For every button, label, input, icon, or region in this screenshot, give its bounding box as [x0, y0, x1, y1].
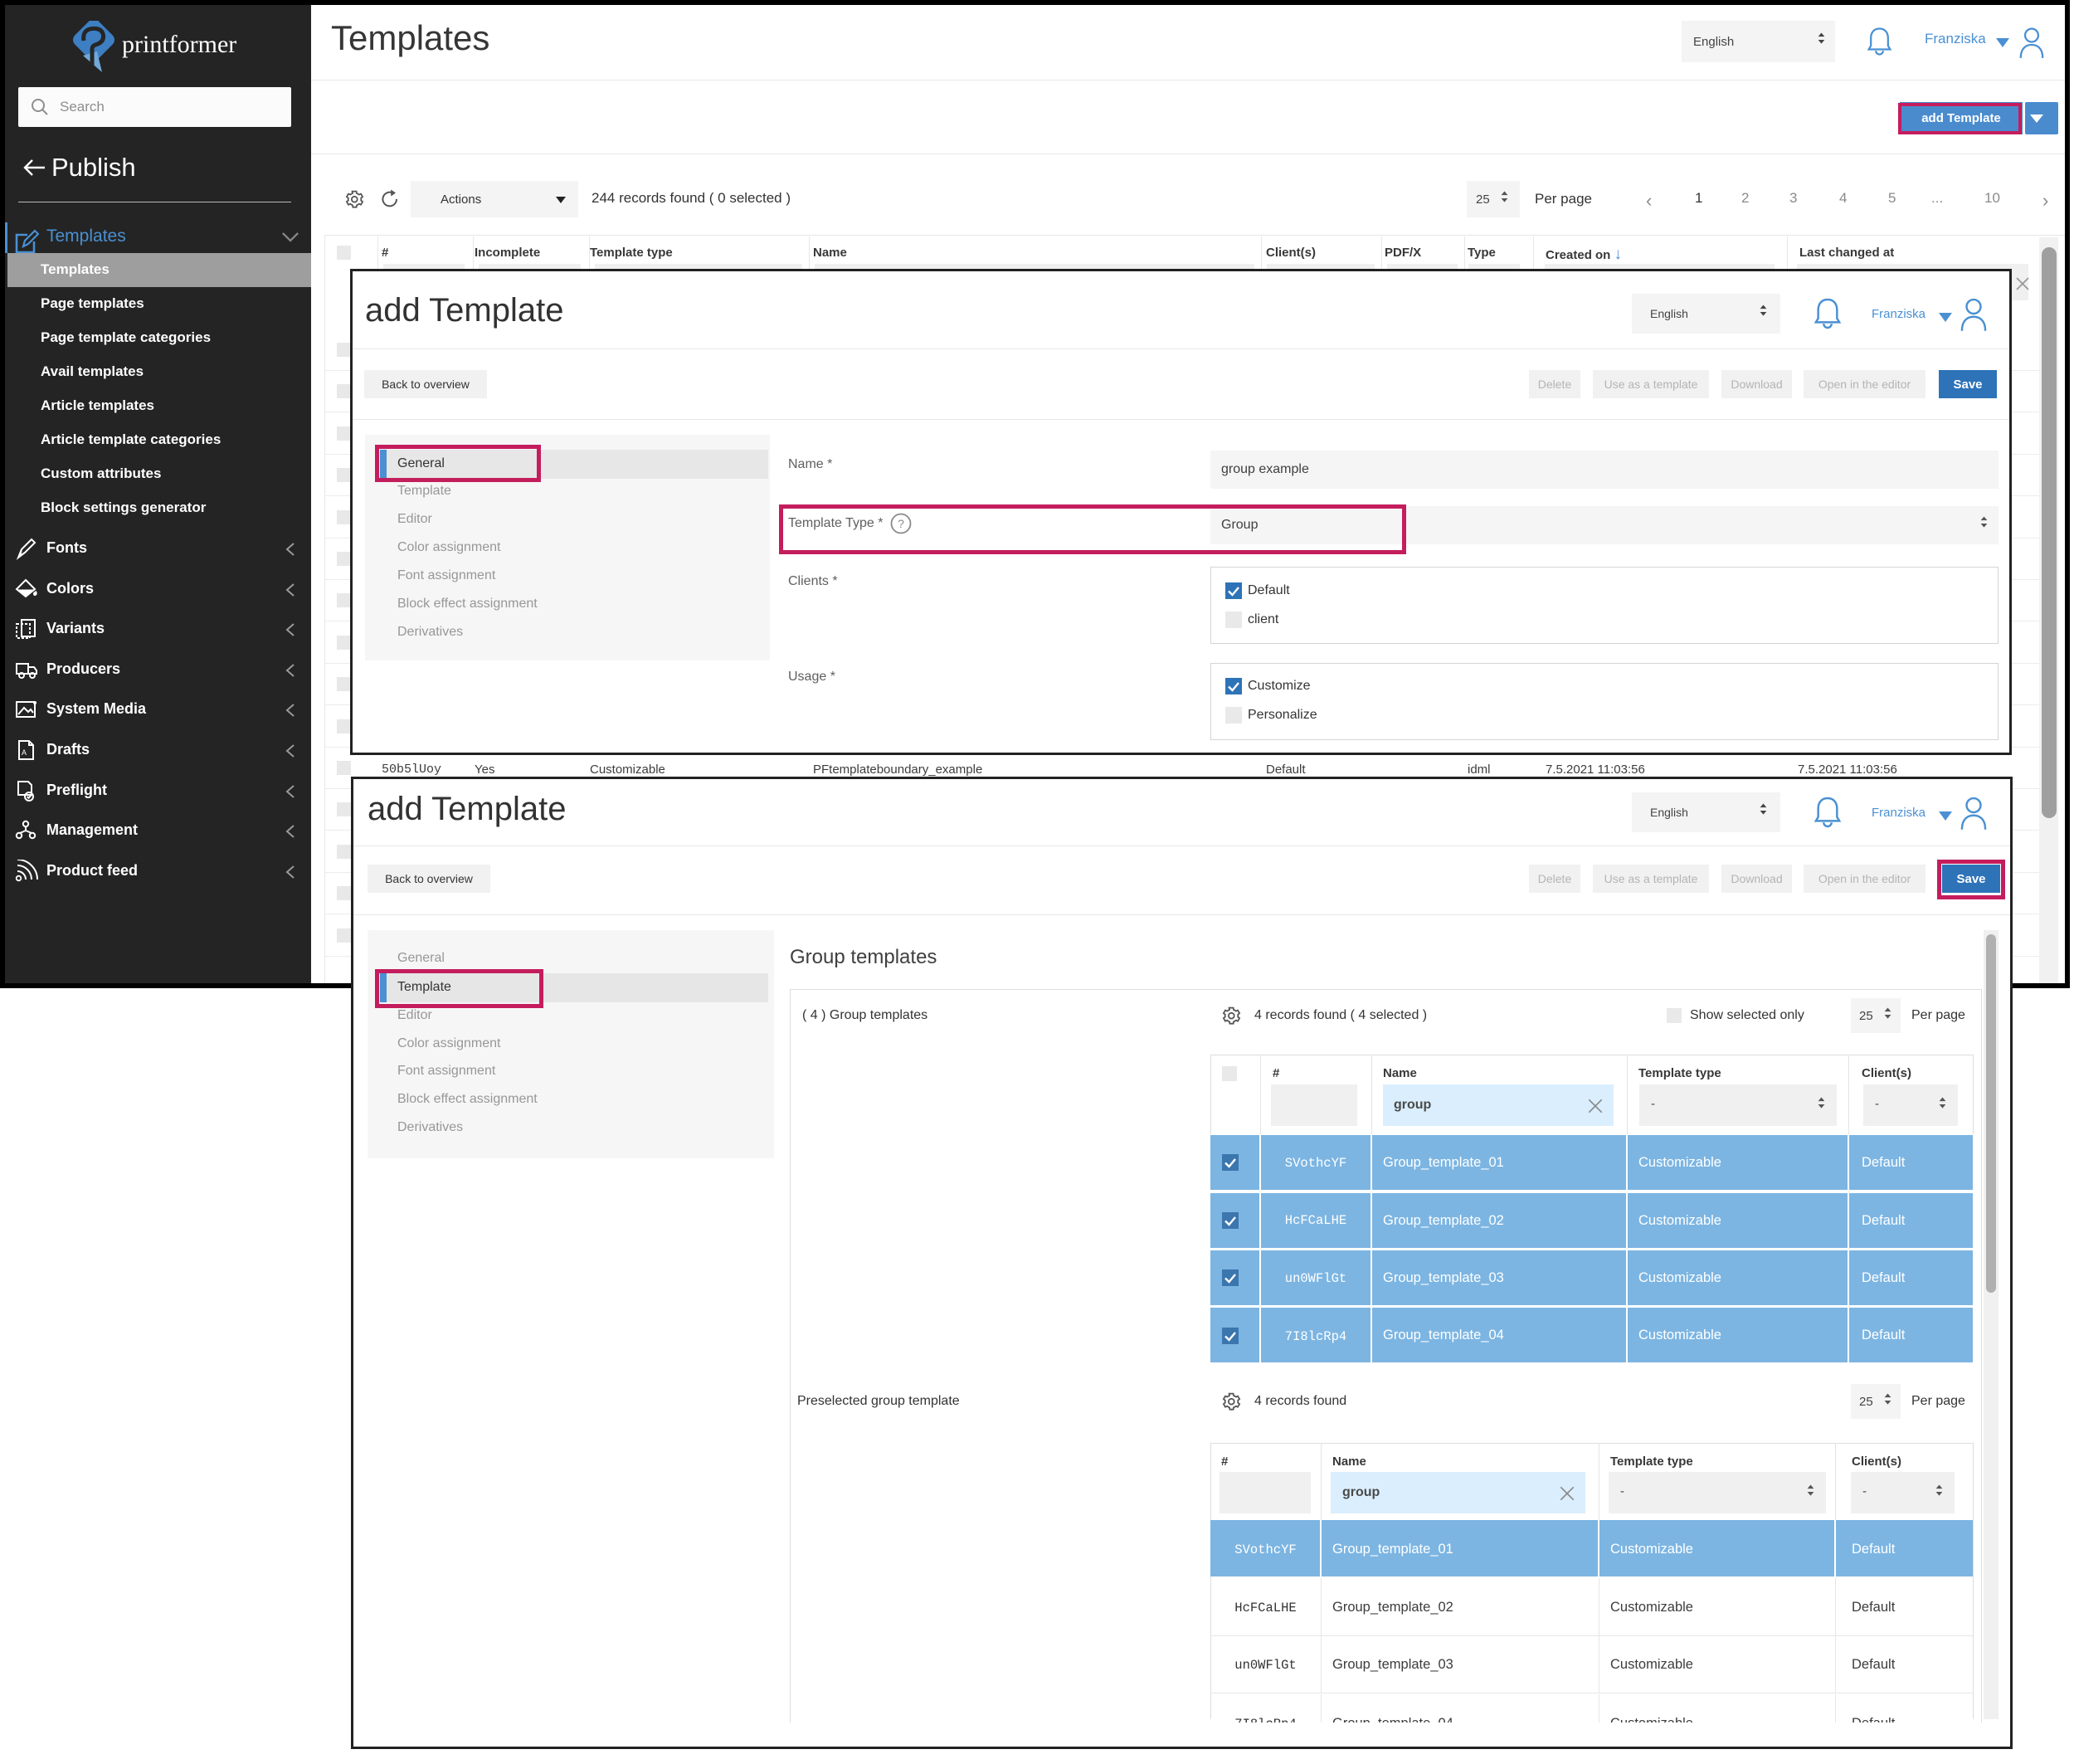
svg-text:A: A — [22, 748, 27, 757]
svg-text:?: ? — [898, 517, 904, 530]
